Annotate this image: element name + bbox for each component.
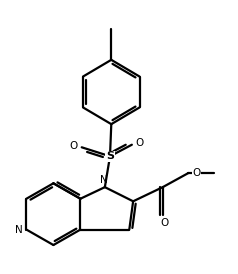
Text: O: O xyxy=(192,168,200,178)
Text: N: N xyxy=(100,175,107,185)
Text: N: N xyxy=(15,225,23,235)
Text: O: O xyxy=(135,138,144,149)
Text: O: O xyxy=(70,141,78,151)
Text: S: S xyxy=(106,151,114,161)
Text: O: O xyxy=(160,218,168,228)
